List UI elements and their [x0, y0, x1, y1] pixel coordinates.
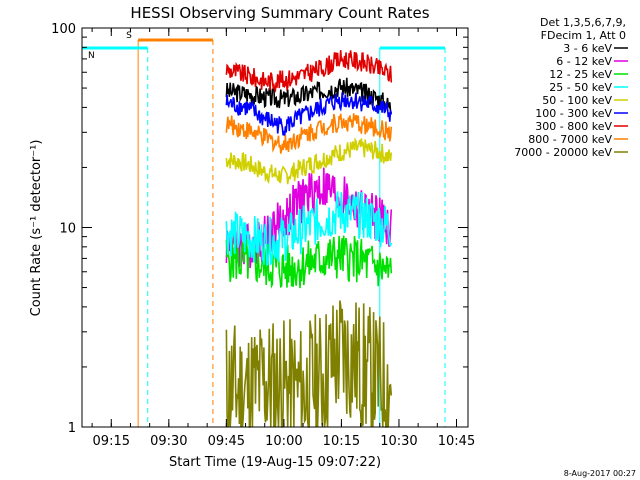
legend-header-line-1: Det 1,3,5,6,7,9,: [540, 16, 626, 29]
legend-label: 25 - 50 keV: [549, 81, 612, 94]
legend-label: 3 - 6 keV: [563, 42, 612, 55]
series-line: [225, 92, 393, 137]
x-tick-label: 10:45: [438, 434, 475, 449]
x-tick-label: 09:30: [150, 434, 187, 449]
legend-label: 800 - 7000 keV: [528, 133, 612, 146]
series-line: [225, 137, 393, 185]
x-tick-label: 09:45: [208, 434, 245, 449]
legend-header-line-2: FDecim 1, Att 0: [541, 29, 626, 42]
legend-label: 12 - 25 keV: [549, 68, 612, 81]
series-line: [225, 50, 393, 93]
legend-label: 7000 - 20000 keV: [514, 146, 612, 159]
legend-label: 300 - 800 keV: [535, 120, 612, 133]
y-tick-label: 1: [68, 421, 76, 436]
x-axis-label: Start Time (19-Aug-15 09:07:22): [169, 455, 381, 470]
x-tick-label: 10:00: [265, 434, 302, 449]
legend-label: 100 - 300 keV: [535, 107, 612, 120]
series-layer: [225, 50, 393, 428]
series-line: [225, 113, 393, 154]
legend-label: 6 - 12 keV: [556, 55, 612, 68]
y-tick-label: 100: [51, 22, 76, 37]
y-axis-label: Count Rate (s⁻¹ detector⁻¹): [29, 140, 44, 317]
annotation-label: N: [88, 51, 95, 61]
chart-title: HESSI Observing Summary Count Rates: [130, 4, 429, 22]
legend: Det 1,3,5,6,7,9, FDecim 1, Att 0 3 - 6 k…: [514, 16, 628, 159]
series-line: [225, 191, 393, 267]
x-tick-label: 09:15: [93, 434, 130, 449]
footer-timestamp: 8-Aug-2017 00:27: [564, 469, 636, 478]
legend-label: 50 - 100 keV: [542, 94, 612, 107]
x-tick-label: 10:30: [380, 434, 417, 449]
axes-layer: 09:15 09:30 09:45 10:00 10:15 10:30 10:45 1 10 10…: [51, 22, 475, 449]
x-tick-label: 10:15: [323, 434, 360, 449]
y-tick-label: 10: [59, 222, 76, 237]
annotation-label: S: [126, 31, 132, 41]
series-line: [225, 77, 393, 114]
